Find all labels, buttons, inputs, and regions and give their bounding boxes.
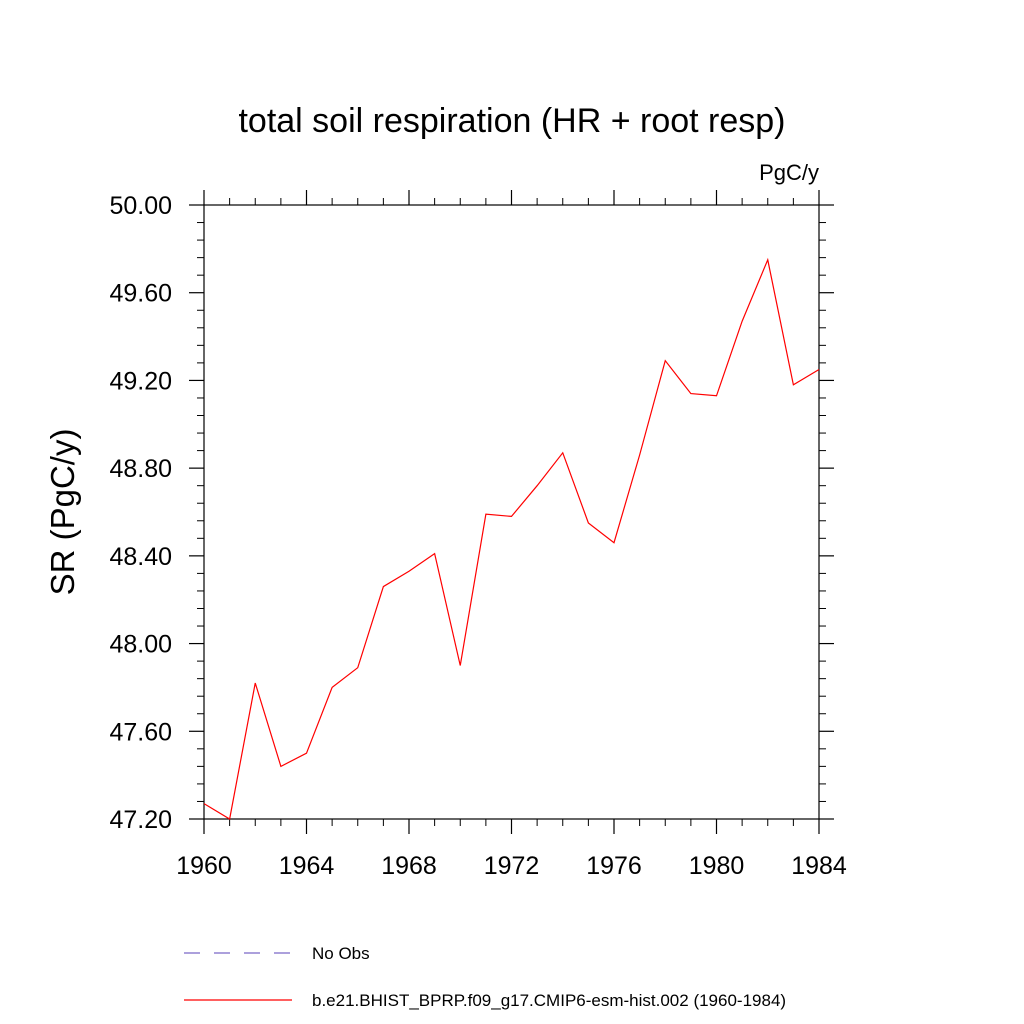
- x-tick-label: 1980: [689, 852, 745, 880]
- y-tick-label: 48.80: [109, 455, 172, 483]
- y-tick-label: 50.00: [109, 192, 172, 220]
- y-tick-label: 48.00: [109, 631, 172, 659]
- series-line: [203, 257, 820, 820]
- y-tick-label: 47.60: [109, 718, 172, 746]
- x-tick-label: 1976: [586, 852, 642, 880]
- units-label: PgC/y: [759, 160, 819, 185]
- x-tick-label: 1960: [176, 852, 232, 880]
- legend-label: No Obs: [312, 944, 370, 963]
- y-tick-label: 48.40: [109, 543, 172, 571]
- x-tick-label: 1968: [381, 852, 437, 880]
- legend-label: b.e21.BHIST_BPRP.f09_g17.CMIP6-esm-hist.…: [312, 991, 786, 1010]
- plot-frame: [203, 204, 820, 820]
- x-tick-label: 1964: [279, 852, 335, 880]
- y-tick-label: 49.60: [109, 280, 172, 308]
- y-tick-label: 47.20: [109, 806, 172, 834]
- x-tick-label: 1984: [791, 852, 847, 880]
- chart-title: total soil respiration (HR + root resp): [238, 102, 785, 140]
- y-axis-label: SR (PgC/y): [44, 429, 81, 596]
- x-tick-label: 1972: [484, 852, 540, 880]
- y-tick-label: 49.20: [109, 367, 172, 395]
